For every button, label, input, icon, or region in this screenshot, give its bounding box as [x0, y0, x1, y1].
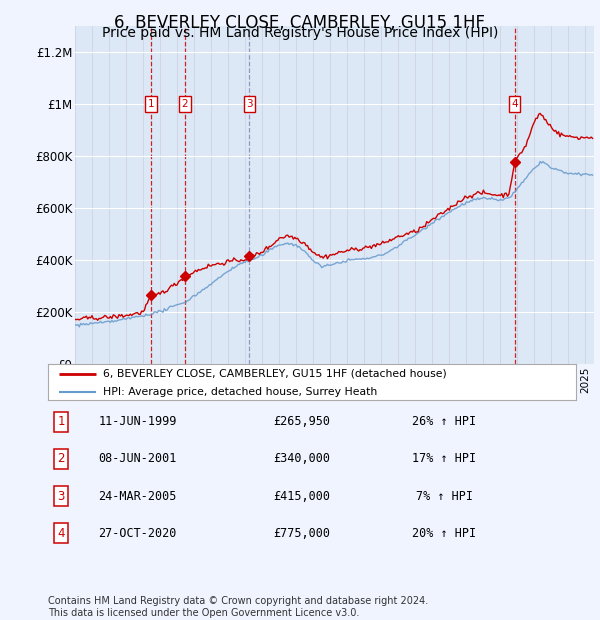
Text: 1: 1 — [58, 415, 65, 428]
Text: 17% ↑ HPI: 17% ↑ HPI — [412, 453, 476, 465]
Text: £775,000: £775,000 — [273, 527, 330, 539]
Text: 3: 3 — [246, 99, 253, 109]
Text: £265,950: £265,950 — [273, 415, 330, 428]
Text: 6, BEVERLEY CLOSE, CAMBERLEY, GU15 1HF: 6, BEVERLEY CLOSE, CAMBERLEY, GU15 1HF — [115, 14, 485, 32]
Text: HPI: Average price, detached house, Surrey Heath: HPI: Average price, detached house, Surr… — [103, 387, 377, 397]
Text: Price paid vs. HM Land Registry's House Price Index (HPI): Price paid vs. HM Land Registry's House … — [102, 26, 498, 40]
Text: £415,000: £415,000 — [273, 490, 330, 502]
Text: 3: 3 — [58, 490, 65, 502]
Text: 1: 1 — [148, 99, 154, 109]
Text: 6, BEVERLEY CLOSE, CAMBERLEY, GU15 1HF (detached house): 6, BEVERLEY CLOSE, CAMBERLEY, GU15 1HF (… — [103, 369, 447, 379]
Text: 2: 2 — [58, 453, 65, 465]
Text: 7% ↑ HPI: 7% ↑ HPI — [415, 490, 473, 502]
Text: 4: 4 — [511, 99, 518, 109]
Text: Contains HM Land Registry data © Crown copyright and database right 2024.
This d: Contains HM Land Registry data © Crown c… — [48, 596, 428, 618]
Text: 27-OCT-2020: 27-OCT-2020 — [98, 527, 177, 539]
Text: 20% ↑ HPI: 20% ↑ HPI — [412, 527, 476, 539]
Text: 4: 4 — [58, 527, 65, 539]
Text: 11-JUN-1999: 11-JUN-1999 — [98, 415, 177, 428]
Text: 24-MAR-2005: 24-MAR-2005 — [98, 490, 177, 502]
Text: £340,000: £340,000 — [273, 453, 330, 465]
Text: 08-JUN-2001: 08-JUN-2001 — [98, 453, 177, 465]
Text: 2: 2 — [181, 99, 188, 109]
Text: 26% ↑ HPI: 26% ↑ HPI — [412, 415, 476, 428]
